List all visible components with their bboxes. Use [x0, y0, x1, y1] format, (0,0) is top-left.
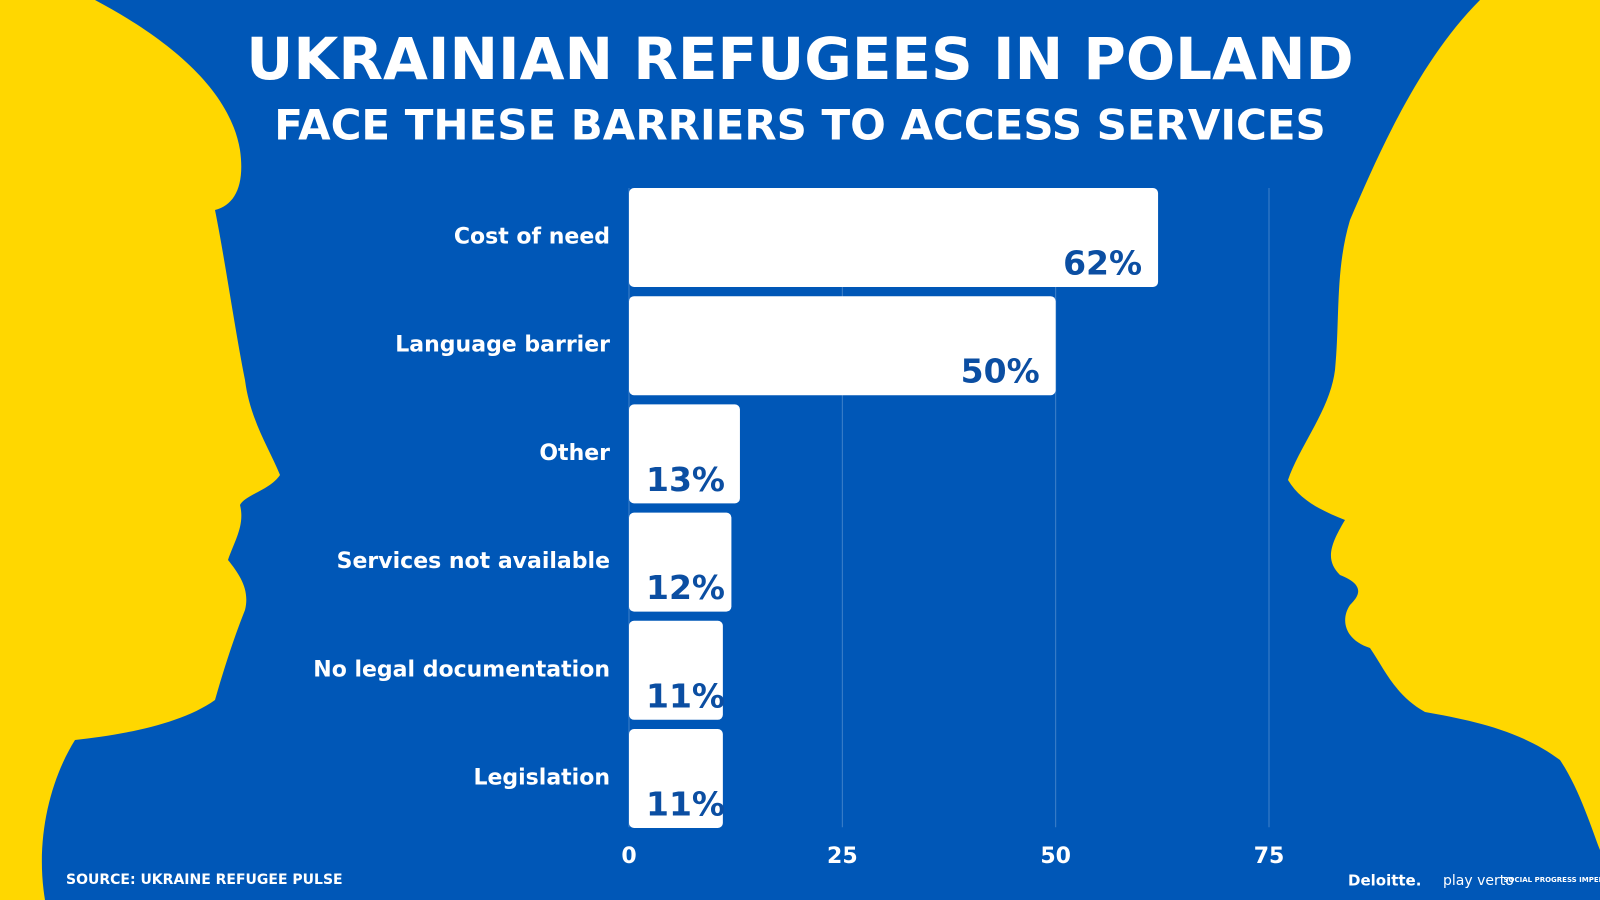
bar — [629, 404, 740, 504]
category-label: Cost of need — [454, 225, 610, 250]
value-label: 50% — [961, 352, 1040, 391]
bar — [629, 620, 723, 720]
bar — [629, 188, 1159, 287]
x-tick-label: 25 — [827, 844, 858, 869]
category-label: Language barrier — [395, 333, 610, 358]
value-label: 11% — [646, 785, 725, 824]
x-tick-label: 50 — [1040, 844, 1071, 869]
x-tick-label: 0 — [621, 844, 636, 869]
left-silhouette — [0, 0, 280, 900]
right-silhouette — [1288, 0, 1600, 850]
x-tick-label: 75 — [1254, 844, 1285, 869]
bar — [629, 296, 1056, 396]
bar — [629, 729, 723, 828]
value-label: 13% — [646, 460, 725, 499]
value-label: 62% — [1063, 244, 1142, 283]
bar — [629, 512, 732, 612]
value-label: 12% — [646, 568, 725, 607]
chart-subtitle: FACE THESE BARRIERS TO ACCESS SERVICES — [274, 101, 1326, 150]
chart-title: UKRAINIAN REFUGEES IN POLAND — [246, 25, 1353, 93]
logo: SOCIAL PROGRESS IMPERATIVE — [1504, 876, 1600, 884]
logo: play verto — [1443, 873, 1514, 889]
value-label: 11% — [646, 676, 725, 715]
source: SOURCE: UKRAINE REFUGEE PULSE — [66, 872, 343, 888]
logo: Deloitte. — [1348, 872, 1421, 890]
category-label: Services not available — [337, 549, 610, 574]
category-label: Legislation — [473, 766, 610, 791]
category-label: No legal documentation — [313, 657, 610, 682]
category-label: Other — [539, 441, 610, 466]
